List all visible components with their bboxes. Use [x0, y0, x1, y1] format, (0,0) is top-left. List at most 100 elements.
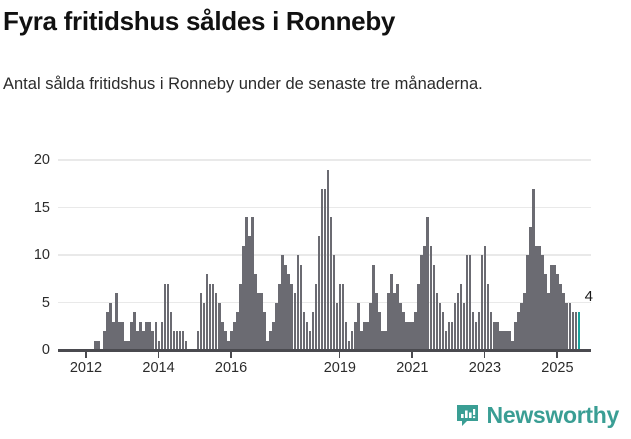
- bar[interactable]: [480, 255, 484, 350]
- bar[interactable]: [468, 255, 472, 350]
- bar[interactable]: [499, 331, 502, 350]
- bar[interactable]: [381, 331, 384, 350]
- bar[interactable]: [224, 331, 227, 350]
- bar[interactable]: [332, 255, 336, 350]
- bar[interactable]: [378, 312, 381, 350]
- bar[interactable]: [233, 321, 236, 350]
- bar[interactable]: [106, 312, 109, 350]
- bar[interactable]: [532, 188, 535, 350]
- bar[interactable]: [199, 293, 203, 350]
- bar[interactable]: [323, 188, 327, 350]
- bar[interactable]: [438, 302, 442, 350]
- bar[interactable]: [236, 312, 239, 350]
- bar[interactable]: [360, 331, 363, 350]
- bar[interactable]: [302, 312, 306, 350]
- bar[interactable]: [239, 283, 242, 350]
- bar[interactable]: [308, 331, 312, 350]
- bar[interactable]: [435, 293, 439, 350]
- bar[interactable]: [257, 293, 260, 350]
- bar[interactable]: [450, 321, 454, 350]
- bar[interactable]: [275, 302, 278, 350]
- bar[interactable]: [523, 293, 526, 350]
- bar[interactable]: [387, 293, 390, 350]
- bar[interactable]: [396, 283, 399, 350]
- bar[interactable]: [281, 255, 284, 350]
- bar[interactable]: [169, 312, 173, 350]
- bar[interactable]: [184, 340, 188, 350]
- bar[interactable]: [121, 321, 124, 350]
- bar[interactable]: [456, 293, 460, 350]
- bar[interactable]: [486, 283, 490, 350]
- bar[interactable]: [296, 255, 300, 350]
- bar[interactable]: [511, 340, 514, 350]
- bar[interactable]: [344, 321, 348, 350]
- bar[interactable]: [341, 283, 345, 350]
- bar[interactable]: [517, 312, 520, 350]
- bar[interactable]: [293, 293, 297, 350]
- bar[interactable]: [329, 217, 333, 350]
- bar[interactable]: [335, 302, 339, 350]
- bar[interactable]: [151, 331, 155, 350]
- newsworthy-logo[interactable]: Newsworthy: [455, 403, 619, 428]
- bar[interactable]: [248, 236, 251, 350]
- bar[interactable]: [393, 293, 396, 350]
- bar[interactable]: [217, 302, 221, 350]
- bar[interactable]: [411, 321, 414, 350]
- bar[interactable]: [489, 312, 493, 350]
- bar[interactable]: [544, 274, 547, 350]
- bar[interactable]: [269, 331, 272, 350]
- bar[interactable]: [148, 321, 151, 350]
- bar[interactable]: [429, 245, 433, 350]
- bar[interactable]: [211, 283, 215, 350]
- bar[interactable]: [471, 312, 475, 350]
- bar[interactable]: [420, 255, 423, 350]
- bar[interactable]: [492, 321, 496, 350]
- bar[interactable]: [571, 312, 575, 350]
- bar[interactable]: [483, 245, 487, 350]
- bar[interactable]: [278, 283, 281, 350]
- bar[interactable]: [118, 321, 121, 350]
- bar[interactable]: [538, 245, 541, 350]
- bar[interactable]: [565, 302, 569, 350]
- bar[interactable]: [556, 274, 559, 350]
- bar[interactable]: [317, 236, 321, 350]
- bar[interactable]: [287, 274, 291, 350]
- bar[interactable]: [166, 283, 170, 350]
- bar[interactable]: [550, 264, 553, 350]
- bar[interactable]: [196, 331, 200, 350]
- bar[interactable]: [559, 283, 562, 350]
- bar[interactable]: [163, 283, 167, 350]
- bar[interactable]: [562, 293, 566, 350]
- bar[interactable]: [402, 312, 405, 350]
- bar[interactable]: [432, 264, 436, 350]
- bar[interactable]: [251, 217, 254, 350]
- bar[interactable]: [284, 264, 287, 350]
- bar[interactable]: [254, 274, 257, 350]
- bar[interactable]: [181, 331, 185, 350]
- bar[interactable]: [242, 245, 245, 350]
- bar[interactable]: [311, 312, 315, 350]
- bar[interactable]: [462, 302, 466, 350]
- bar[interactable]: [502, 331, 505, 350]
- bar[interactable]: [220, 321, 224, 350]
- bar[interactable]: [160, 321, 164, 350]
- bar[interactable]: [535, 245, 538, 350]
- bar[interactable]: [205, 274, 209, 350]
- bar[interactable]: [103, 331, 106, 350]
- bar[interactable]: [441, 312, 445, 350]
- bar[interactable]: [338, 283, 342, 350]
- bar[interactable]: [408, 321, 411, 350]
- bar[interactable]: [115, 293, 118, 350]
- bar[interactable]: [526, 255, 529, 350]
- bar[interactable]: [495, 321, 499, 350]
- bar[interactable]: [314, 283, 318, 350]
- bar[interactable]: [154, 321, 158, 350]
- bar[interactable]: [541, 255, 544, 350]
- bar[interactable]: [520, 302, 523, 350]
- bar[interactable]: [272, 321, 275, 350]
- bar[interactable]: [127, 340, 130, 350]
- bar[interactable]: [112, 321, 115, 350]
- bar[interactable]: [356, 302, 360, 350]
- bar[interactable]: [227, 340, 230, 350]
- bar[interactable]: [208, 283, 212, 350]
